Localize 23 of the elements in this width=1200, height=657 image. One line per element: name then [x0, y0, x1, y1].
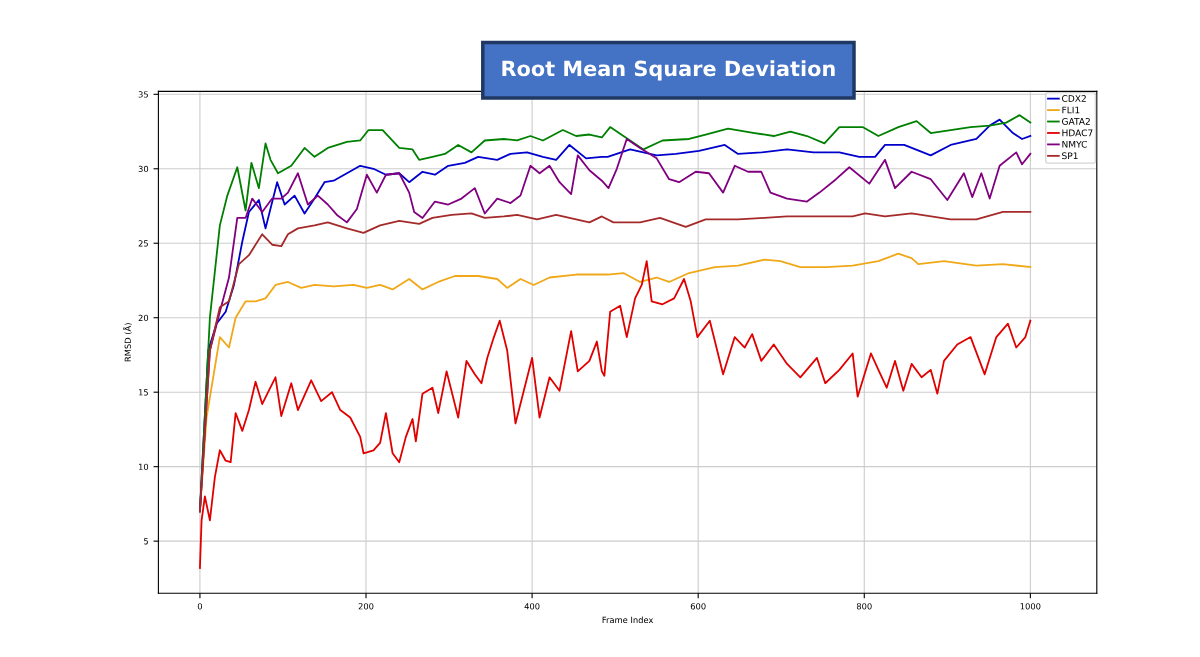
x-tick-label: 800 — [856, 603, 872, 610]
y-axis-title: RMSD (Å) — [123, 323, 132, 362]
x-tick-label: 200 — [358, 603, 374, 610]
y-tick-label: 35 — [138, 91, 148, 98]
x-tick-label: 400 — [524, 603, 540, 610]
legend-label: NMYC — [1062, 140, 1087, 148]
legend-label: CDX2 — [1062, 95, 1086, 102]
legend-label: HDAC7 — [1062, 129, 1093, 137]
line-series — [199, 260, 1032, 569]
x-axis-title: Frame Index — [602, 616, 654, 624]
chart-title: Root Mean Square Deviation — [502, 60, 835, 81]
y-tick-label: 30 — [138, 165, 149, 173]
y-tick-label: 20 — [138, 314, 149, 322]
x-tick-label: 600 — [690, 603, 706, 610]
y-tick-label: 5 — [144, 538, 148, 545]
y-tick-label: 15 — [138, 389, 148, 396]
legend-label: GATA2 — [1062, 117, 1090, 125]
x-tick-label: 1000 — [1020, 603, 1041, 610]
legend-label: FLI1 — [1062, 106, 1080, 114]
y-tick-label: 10 — [138, 463, 149, 470]
y-tick-label: 25 — [138, 240, 148, 247]
legend-label: SP1 — [1062, 152, 1078, 160]
x-tick-label: 0 — [197, 603, 203, 610]
